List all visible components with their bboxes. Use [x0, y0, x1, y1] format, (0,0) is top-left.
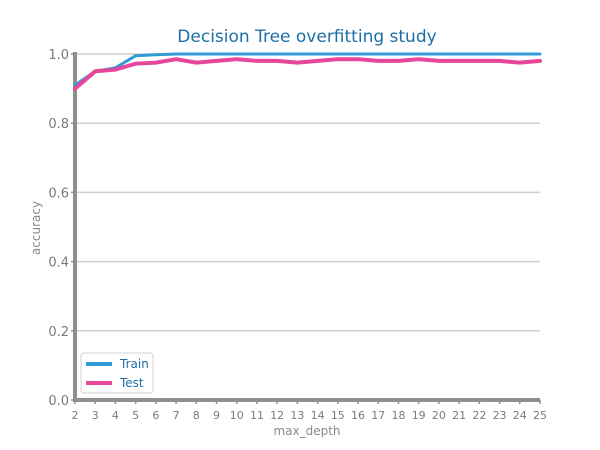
- tick-labels: 0.00.20.40.60.81.02 3 4 5 6 7 8 9 10 11 12 13 14 15 16…: [48, 48, 547, 422]
- x-tick-label: 18: [391, 409, 405, 422]
- y-tick-label: 0.0: [48, 394, 69, 409]
- x-tick-label: 5: [132, 409, 139, 422]
- y-tick-label: 0.6: [48, 186, 69, 201]
- x-tick-label: 17: [371, 409, 385, 422]
- y-tick-label: 0.2: [48, 325, 69, 340]
- x-tick-label: 7: [173, 409, 180, 422]
- x-tick-label: 10: [230, 409, 244, 422]
- x-tick-label: 20: [432, 409, 446, 422]
- x-tick-label: 19: [412, 409, 426, 422]
- x-tick-label: 24: [513, 409, 527, 422]
- x-tick-label: 13: [290, 409, 304, 422]
- x-tick-label: 3: [92, 409, 99, 422]
- legend-label-test: Test: [119, 376, 144, 390]
- x-tick-label: 2: [72, 409, 79, 422]
- grid-lines: [75, 53, 540, 332]
- x-tick-label: 23: [493, 409, 507, 422]
- axes: [71, 52, 541, 404]
- y-tick-label: 0.8: [48, 117, 69, 132]
- series-lines: [73, 52, 542, 91]
- x-tick-label: 12: [270, 409, 284, 422]
- x-tick-label: 21: [452, 409, 466, 422]
- x-tick-label: 15: [331, 409, 345, 422]
- x-tick-label: 14: [311, 409, 325, 422]
- series-line-train: [73, 52, 542, 87]
- x-tick-label: 4: [112, 409, 119, 422]
- y-tick-label: 1.0: [48, 48, 69, 63]
- y-tick-label: 0.4: [48, 256, 69, 271]
- legend-label-train: Train: [119, 357, 149, 371]
- x-tick-label: 22: [472, 409, 486, 422]
- series-line-test: [73, 57, 542, 91]
- x-tick-label: 11: [250, 409, 264, 422]
- x-tick-label: 16: [351, 409, 365, 422]
- x-tick-label: 8: [193, 409, 200, 422]
- x-tick-label: 6: [152, 409, 159, 422]
- x-axis-label: max_depth: [273, 424, 340, 438]
- x-tick-label: 25: [533, 409, 547, 422]
- x-tick-label: 9: [213, 409, 220, 422]
- legend: Train Test: [80, 352, 154, 394]
- y-axis-label: accuracy: [29, 201, 43, 255]
- chart-title: Decision Tree overfitting study: [177, 27, 436, 47]
